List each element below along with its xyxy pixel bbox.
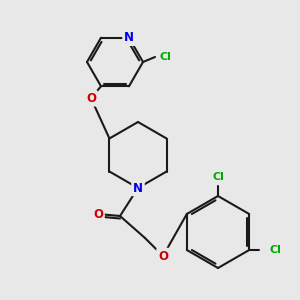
- Text: Cl: Cl: [212, 172, 224, 182]
- Text: O: O: [158, 250, 168, 262]
- Text: Cl: Cl: [159, 52, 171, 62]
- Text: N: N: [133, 182, 143, 194]
- Text: N: N: [124, 31, 134, 44]
- Text: O: O: [93, 208, 103, 220]
- Text: O: O: [86, 92, 96, 105]
- Text: Cl: Cl: [269, 245, 281, 255]
